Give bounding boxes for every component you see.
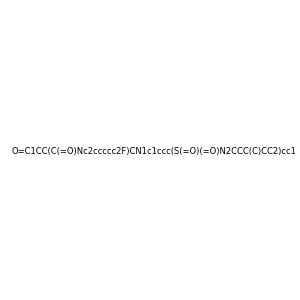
Text: O=C1CC(C(=O)Nc2ccccc2F)CN1c1ccc(S(=O)(=O)N2CCC(C)CC2)cc1: O=C1CC(C(=O)Nc2ccccc2F)CN1c1ccc(S(=O)(=O… (11, 147, 296, 156)
